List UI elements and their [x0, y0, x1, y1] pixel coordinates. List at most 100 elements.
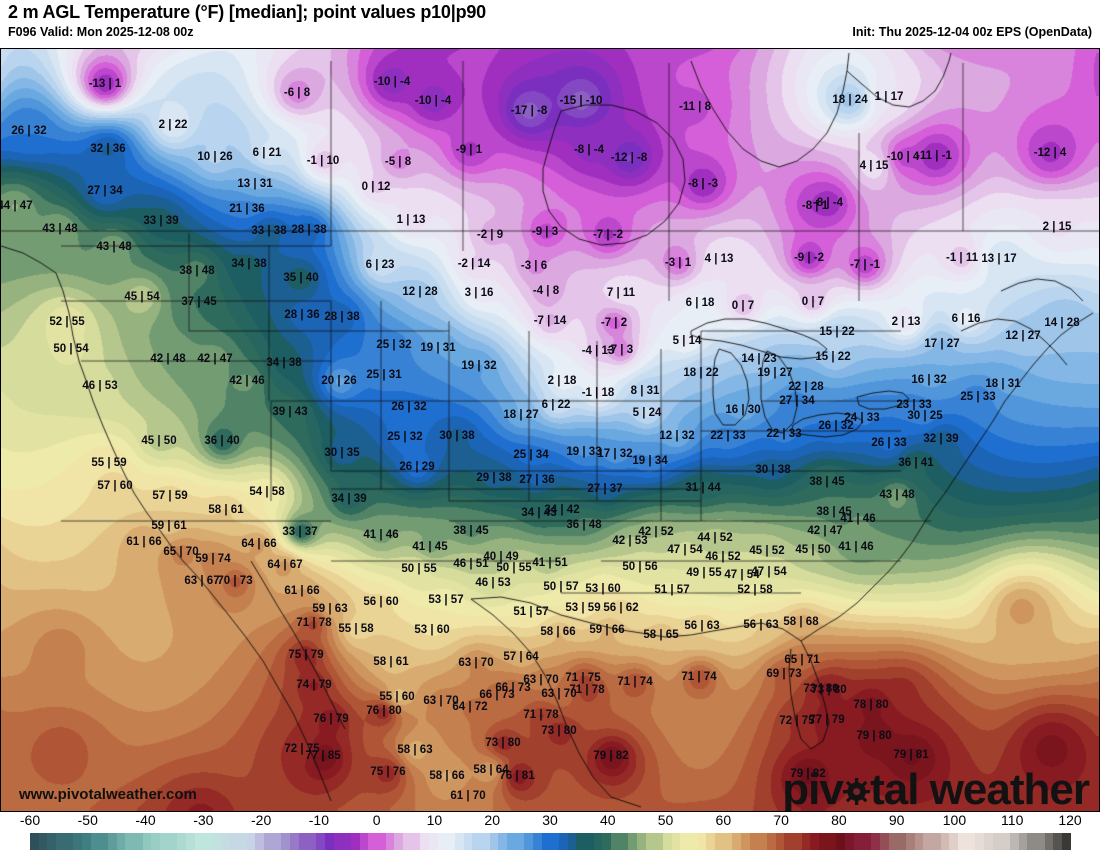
colorbar-swatch [30, 833, 39, 850]
colorbar-swatch [385, 833, 395, 850]
point-value-label: 19 | 31 [420, 342, 456, 354]
point-value-label: 13 | 31 [237, 178, 273, 190]
colorbar-swatch [498, 833, 507, 850]
point-value-label: 42 | 53 [612, 535, 648, 547]
point-value-label: 58 | 61 [208, 504, 244, 516]
colorbar-tick: -40 [135, 812, 156, 828]
point-value-label: 34 | 39 [331, 493, 367, 505]
colorbar[interactable]: -60 -50 -40 -30 -20 -10 0 10 20 30 40 50 60 70 80 90 100… [0, 812, 1100, 850]
point-value-label: 20 | 26 [321, 375, 357, 387]
point-value-label: 57 | 60 [97, 480, 133, 492]
point-value-label: 75 | 76 [370, 766, 406, 778]
point-value-label: 33 | 37 [282, 526, 318, 538]
point-value-label: 5 | 24 [632, 407, 662, 419]
colorbar-swatch [1027, 833, 1036, 850]
point-value-label: 30 | 35 [324, 447, 360, 459]
colorbar-swatch [506, 833, 516, 850]
logo-text-post: tal weather [870, 765, 1090, 812]
colorbar-tick: -60 [19, 812, 41, 828]
colorbar-swatch [637, 833, 646, 850]
colorbar-swatch [1061, 833, 1071, 850]
point-value-label: 70 | 73 [217, 575, 253, 587]
point-value-label: 2 | 22 [158, 119, 188, 131]
map-panel[interactable]: -13 | 1 -6 | 8 -10 | -4 -10 | -4 -17 | -8 -15… [0, 48, 1100, 812]
point-value-label: -5 | 8 [384, 156, 412, 168]
colorbar-tick: -50 [77, 812, 98, 828]
colorbar-swatch [558, 833, 568, 850]
colorbar-tick: 110 [1001, 812, 1024, 828]
pivotal-weather-logo: piv tal weather [782, 765, 1090, 812]
point-value-label: 46 | 52 [705, 551, 741, 563]
colorbar-swatch [420, 833, 429, 850]
point-value-label: 2 | 13 [891, 316, 921, 328]
point-value-label: 28 | 38 [324, 311, 360, 323]
colorbar-swatch [333, 833, 343, 850]
colorbar-swatch [706, 833, 716, 850]
point-value-label: 27 | 36 [519, 474, 555, 486]
colorbar-swatch [229, 833, 239, 850]
point-value-label: -6 | 8 [283, 87, 311, 99]
colorbar-swatch [160, 833, 169, 850]
point-value-label: -7 | -2 [592, 229, 624, 241]
point-value-label: 1 | 13 [396, 214, 426, 226]
colorbar-swatch [1044, 833, 1054, 850]
colorbar-swatch [212, 833, 221, 850]
point-value-label: 71 | 75 [565, 672, 601, 684]
point-value-label: 76 | 80 [366, 705, 402, 717]
point-value-label: 64 | 66 [241, 538, 277, 550]
point-value-label: 18 | 22 [683, 367, 719, 379]
point-value-label: 76 | 79 [313, 713, 349, 725]
colorbar-swatch [801, 833, 811, 850]
colorbar-swatch [897, 833, 906, 850]
colorbar-swatch [411, 833, 421, 850]
colorbar-swatch [264, 833, 273, 850]
point-value-label: 61 | 66 [126, 536, 162, 548]
point-value-label: 63 | 70 [523, 674, 559, 686]
point-value-label: 40 | 49 [483, 551, 519, 563]
colorbar-tick: 80 [831, 812, 847, 828]
point-value-label: 38 | 45 [816, 506, 852, 518]
point-value-label: 53 | 59 [565, 602, 601, 614]
point-value-label: 3 | 16 [464, 287, 494, 299]
point-value-label: 18 | 27 [503, 409, 539, 421]
point-value-label: 13 | 17 [981, 253, 1017, 265]
point-value-label: -10 | 4 [886, 151, 920, 163]
point-value-label: 2 | 15 [1042, 221, 1072, 233]
point-value-label: -11 | -1 [916, 150, 952, 162]
point-value-label: -1 | 10 [306, 155, 340, 167]
colorbar-tick: 90 [888, 812, 905, 828]
colorbar-swatch [541, 833, 551, 850]
colorbar-swatch [168, 833, 178, 850]
colorbar-swatch [628, 833, 638, 850]
colorbar-swatch [368, 833, 377, 850]
point-value-label: 47 | 54 [751, 566, 787, 578]
point-value-label: 56 | 63 [743, 619, 779, 631]
point-value-label: 56 | 62 [603, 602, 639, 614]
colorbar-tick: 10 [426, 812, 443, 828]
point-value-label: 74 | 79 [296, 679, 332, 691]
colorbar-swatch [99, 833, 109, 850]
point-value-label: 49 | 55 [686, 567, 722, 579]
point-value-label: 6 | 23 [365, 259, 395, 271]
colorbar-swatch [871, 833, 880, 850]
point-value-label: 41 | 46 [363, 529, 399, 541]
point-value-label: 34 | 42 [544, 504, 580, 516]
point-value-label: 51 | 57 [654, 584, 690, 596]
colorbar-swatch [489, 833, 499, 850]
site-url-watermark: www.pivotalweather.com [19, 786, 197, 803]
colorbar-tick: 60 [715, 812, 732, 828]
colorbar-swatch [1018, 833, 1028, 850]
point-value-label: 59 | 66 [589, 624, 625, 636]
colorbar-swatch [680, 833, 690, 850]
point-value-label: 36 | 48 [566, 519, 602, 531]
point-value-label: 77 | 85 [305, 750, 341, 762]
point-value-label: 76 | 81 [499, 770, 535, 782]
colorbar-swatch [82, 833, 91, 850]
colorbar-swatch [585, 833, 594, 850]
point-value-label: 55 | 60 [379, 691, 415, 703]
point-value-label: -2 | 14 [457, 258, 491, 270]
point-value-label: -9 | 3 [531, 226, 559, 238]
point-value-label: 4 | 13 [704, 253, 734, 265]
point-value-label: 58 | 64 [473, 764, 509, 776]
point-value-label: 12 | 32 [659, 430, 695, 442]
